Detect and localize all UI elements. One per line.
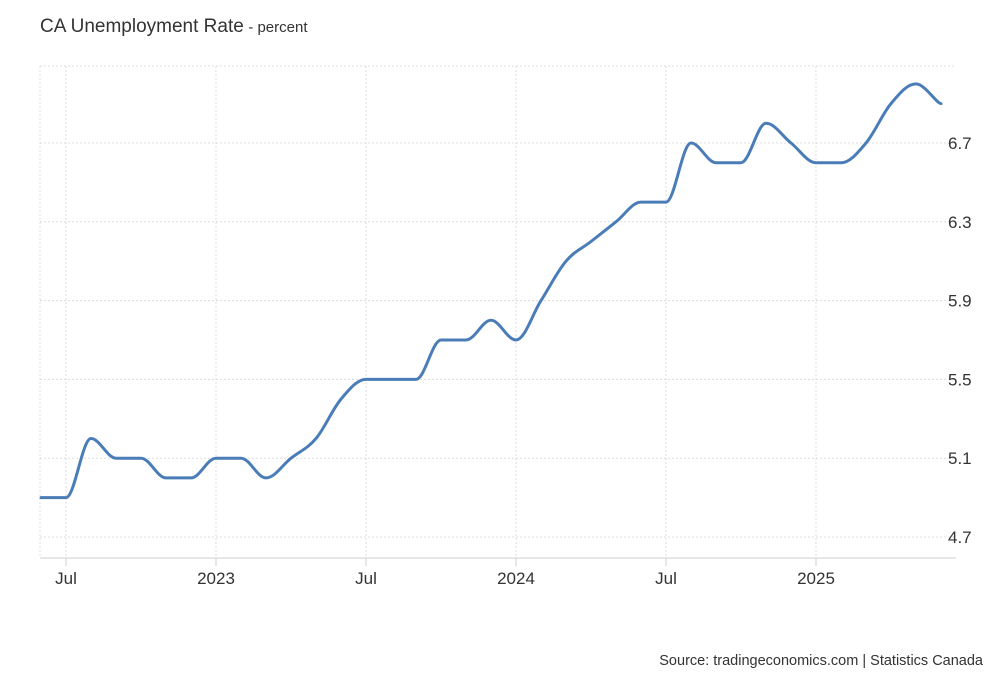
chart-subtitle-separator: -: [248, 19, 258, 36]
x-tick-label: Jul: [655, 569, 677, 588]
x-tick-label: 2023: [197, 569, 235, 588]
y-tick-label: 6.3: [948, 213, 972, 232]
x-tick-label: 2025: [797, 569, 835, 588]
chart-title: CA Unemployment Rate: [40, 16, 244, 37]
x-tick-label: Jul: [355, 569, 377, 588]
grid-lines: [39, 65, 956, 566]
y-tick-label: 5.5: [948, 370, 972, 389]
chart-title-block: CA Unemployment Rate - percent: [40, 16, 308, 38]
y-axis-labels: 4.7 5.1 5.5 5.9 6.3 6.7: [948, 134, 972, 547]
source-credit: Source: tradingeconomics.com | Statistic…: [659, 653, 983, 669]
line-chart: Jul 2023 Jul 2024 Jul 2025 4.7 5.1 5.5 5.9 6.3 6.7: [39, 65, 972, 588]
y-tick-label: 4.7: [948, 528, 972, 547]
x-tick-label: 2024: [497, 569, 535, 588]
x-tick-label: Jul: [55, 569, 77, 588]
x-axis-labels: Jul 2023 Jul 2024 Jul 2025: [55, 569, 835, 588]
y-tick-label: 5.1: [948, 449, 972, 468]
chart-subtitle: percent: [257, 19, 308, 36]
y-tick-label: 5.9: [948, 292, 972, 311]
y-tick-label: 6.7: [948, 134, 972, 153]
series-group: [39, 82, 943, 500]
series-line: [39, 82, 943, 500]
